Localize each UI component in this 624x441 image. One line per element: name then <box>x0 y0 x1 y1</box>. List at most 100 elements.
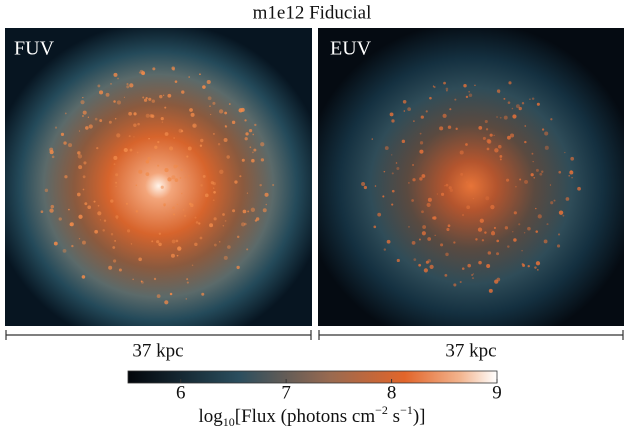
speck <box>154 145 158 149</box>
speck <box>504 226 509 230</box>
speck <box>63 141 67 145</box>
speck <box>503 97 506 100</box>
speck <box>425 110 428 113</box>
speck <box>565 197 570 201</box>
speck <box>391 203 394 206</box>
speck <box>156 294 161 299</box>
speck <box>78 238 81 240</box>
speck <box>172 206 175 210</box>
speck <box>218 109 224 114</box>
speck <box>507 135 511 140</box>
speck <box>515 186 517 188</box>
speck <box>486 147 490 151</box>
speck <box>201 292 205 296</box>
speck <box>477 227 483 232</box>
speck <box>110 233 114 236</box>
speck <box>175 239 179 243</box>
speck <box>180 129 184 133</box>
speck <box>485 196 490 201</box>
speck <box>98 90 104 95</box>
speck <box>449 108 452 111</box>
speck <box>485 128 489 131</box>
speck <box>50 204 55 209</box>
speck <box>82 188 85 191</box>
speck <box>447 125 452 129</box>
speck <box>171 175 176 180</box>
speck <box>184 176 187 178</box>
speck <box>222 213 225 216</box>
label-part: )] <box>413 406 426 427</box>
speck <box>126 85 130 89</box>
speck <box>254 123 257 127</box>
speck <box>445 183 449 187</box>
speck <box>523 232 526 234</box>
speck <box>113 155 118 160</box>
speck <box>407 107 412 111</box>
speck <box>97 84 101 88</box>
speck <box>429 264 434 269</box>
speck <box>562 214 565 217</box>
speck <box>82 110 87 115</box>
speck <box>249 146 252 149</box>
speck <box>494 148 499 153</box>
speck <box>133 123 137 127</box>
speck <box>564 151 566 154</box>
speck <box>217 143 221 146</box>
speck <box>82 175 86 179</box>
speck <box>129 83 134 88</box>
speck <box>212 187 215 189</box>
speck <box>135 184 138 187</box>
speck <box>185 298 188 300</box>
speck <box>411 241 416 245</box>
speck <box>173 213 176 216</box>
speck <box>190 112 195 117</box>
speck <box>188 174 190 177</box>
speck <box>167 93 172 98</box>
speck <box>223 255 228 260</box>
speck <box>513 211 517 215</box>
speck <box>568 175 570 177</box>
speck <box>391 189 395 193</box>
speck <box>386 239 391 244</box>
speck <box>207 96 212 101</box>
speck <box>192 123 197 128</box>
speck <box>443 81 446 85</box>
speck <box>209 105 211 107</box>
speck <box>478 260 482 265</box>
speck <box>396 258 400 263</box>
speck <box>187 146 192 151</box>
speck <box>241 222 246 227</box>
speck <box>442 113 447 118</box>
speck <box>84 202 88 206</box>
figure-title: m1e12 Fiducial <box>253 2 372 23</box>
speck <box>186 281 189 284</box>
tick-label: 8 <box>387 382 397 403</box>
panel-label: FUV <box>14 38 55 60</box>
speck <box>272 183 275 187</box>
speck <box>419 132 422 135</box>
speck <box>188 76 190 78</box>
speck <box>533 176 536 179</box>
speck <box>420 115 424 119</box>
speck <box>210 181 214 185</box>
speck <box>570 156 575 161</box>
speck <box>512 231 514 233</box>
speck <box>421 231 426 236</box>
speck <box>151 99 156 103</box>
scale-bars <box>5 330 624 340</box>
speck <box>116 218 118 220</box>
speck <box>518 223 521 226</box>
speck <box>449 188 453 193</box>
speck <box>231 120 236 125</box>
speck <box>180 168 183 171</box>
speck <box>531 152 534 155</box>
speck <box>529 98 531 101</box>
speck <box>546 223 549 226</box>
speck <box>117 77 119 80</box>
speck <box>83 161 87 165</box>
speck <box>487 251 492 255</box>
speck <box>78 130 81 132</box>
speck <box>541 170 544 173</box>
speck <box>194 216 197 219</box>
speck <box>97 211 102 216</box>
